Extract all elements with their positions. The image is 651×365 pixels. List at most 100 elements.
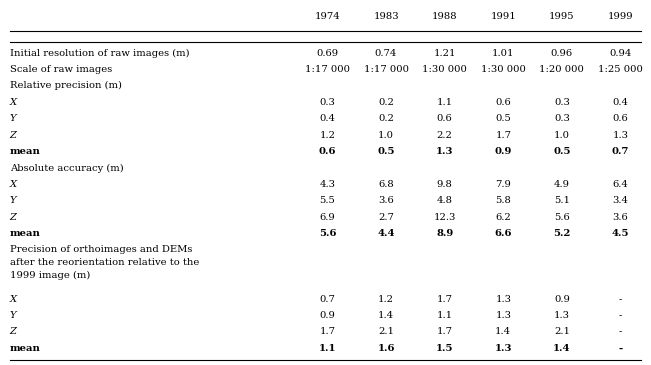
Text: Y: Y <box>10 196 16 205</box>
Text: 6.4: 6.4 <box>613 180 628 189</box>
Text: 7.9: 7.9 <box>495 180 511 189</box>
Text: mean: mean <box>10 147 40 156</box>
Text: 1.7: 1.7 <box>320 327 335 337</box>
Text: mean: mean <box>10 229 40 238</box>
Text: 4.4: 4.4 <box>378 229 395 238</box>
Text: 6.6: 6.6 <box>495 229 512 238</box>
Text: 0.6: 0.6 <box>495 98 511 107</box>
Text: 1999: 1999 <box>607 12 633 21</box>
Text: 1.1: 1.1 <box>437 311 452 320</box>
Text: 0.2: 0.2 <box>378 98 394 107</box>
Text: 1.6: 1.6 <box>378 344 395 353</box>
Text: 4.9: 4.9 <box>554 180 570 189</box>
Text: 1:17 000: 1:17 000 <box>305 65 350 74</box>
Text: 12.3: 12.3 <box>434 213 456 222</box>
Text: 4.8: 4.8 <box>437 196 452 205</box>
Text: 5.6: 5.6 <box>319 229 336 238</box>
Text: -: - <box>618 311 622 320</box>
Text: 3.4: 3.4 <box>613 196 628 205</box>
Text: X: X <box>10 295 17 304</box>
Text: 5.8: 5.8 <box>495 196 511 205</box>
Text: 1991: 1991 <box>490 12 516 21</box>
Text: 9.8: 9.8 <box>437 180 452 189</box>
Text: 1:17 000: 1:17 000 <box>363 65 409 74</box>
Text: 1.7: 1.7 <box>437 295 452 304</box>
Text: 0.6: 0.6 <box>437 114 452 123</box>
Text: Z: Z <box>10 213 17 222</box>
Text: 0.5: 0.5 <box>553 147 570 156</box>
Text: 1.0: 1.0 <box>554 131 570 140</box>
Text: 1.7: 1.7 <box>437 327 452 337</box>
Text: 1983: 1983 <box>373 12 399 21</box>
Text: Precision of orthoimages and DEMs
after the reorientation relative to the
1999 i: Precision of orthoimages and DEMs after … <box>10 245 199 280</box>
Text: -: - <box>618 327 622 337</box>
Text: 1.2: 1.2 <box>320 131 335 140</box>
Text: 1.3: 1.3 <box>495 311 511 320</box>
Text: X: X <box>10 180 17 189</box>
Text: 0.7: 0.7 <box>320 295 335 304</box>
Text: 1.3: 1.3 <box>554 311 570 320</box>
Text: 0.3: 0.3 <box>320 98 335 107</box>
Text: 5.2: 5.2 <box>553 229 570 238</box>
Text: -: - <box>618 344 622 353</box>
Text: Initial resolution of raw images (m): Initial resolution of raw images (m) <box>10 49 189 58</box>
Text: mean: mean <box>10 344 40 353</box>
Text: 6.2: 6.2 <box>495 213 511 222</box>
Text: 4.3: 4.3 <box>320 180 335 189</box>
Text: 5.5: 5.5 <box>320 196 335 205</box>
Text: 1.3: 1.3 <box>495 295 511 304</box>
Text: 1974: 1974 <box>314 12 340 21</box>
Text: 1995: 1995 <box>549 12 575 21</box>
Text: 0.3: 0.3 <box>554 114 570 123</box>
Text: Z: Z <box>10 327 17 337</box>
Text: 1.1: 1.1 <box>319 344 336 353</box>
Text: 1.21: 1.21 <box>434 49 456 58</box>
Text: 1988: 1988 <box>432 12 458 21</box>
Text: 0.3: 0.3 <box>554 98 570 107</box>
Text: 1.01: 1.01 <box>492 49 514 58</box>
Text: 0.74: 0.74 <box>375 49 397 58</box>
Text: 5.6: 5.6 <box>554 213 570 222</box>
Text: 2.1: 2.1 <box>378 327 394 337</box>
Text: 3.6: 3.6 <box>613 213 628 222</box>
Text: 0.9: 0.9 <box>495 147 512 156</box>
Text: 0.94: 0.94 <box>609 49 631 58</box>
Text: 2.1: 2.1 <box>554 327 570 337</box>
Text: 0.6: 0.6 <box>319 147 336 156</box>
Text: 1.3: 1.3 <box>613 131 628 140</box>
Text: 0.69: 0.69 <box>316 49 339 58</box>
Text: 0.96: 0.96 <box>551 49 573 58</box>
Text: 2.7: 2.7 <box>378 213 394 222</box>
Text: X: X <box>10 98 17 107</box>
Text: 2.2: 2.2 <box>437 131 452 140</box>
Text: 0.6: 0.6 <box>613 114 628 123</box>
Text: 3.6: 3.6 <box>378 196 394 205</box>
Text: 1.3: 1.3 <box>495 344 512 353</box>
Text: 8.9: 8.9 <box>436 229 453 238</box>
Text: 0.9: 0.9 <box>320 311 335 320</box>
Text: 1.4: 1.4 <box>495 327 511 337</box>
Text: -: - <box>618 295 622 304</box>
Text: 1:25 000: 1:25 000 <box>598 65 643 74</box>
Text: 6.9: 6.9 <box>320 213 335 222</box>
Text: 0.2: 0.2 <box>378 114 394 123</box>
Text: Z: Z <box>10 131 17 140</box>
Text: 1:30 000: 1:30 000 <box>481 65 525 74</box>
Text: Absolute accuracy (m): Absolute accuracy (m) <box>10 164 124 173</box>
Text: 1:30 000: 1:30 000 <box>422 65 467 74</box>
Text: Scale of raw images: Scale of raw images <box>10 65 112 74</box>
Text: 6.8: 6.8 <box>378 180 394 189</box>
Text: 1.1: 1.1 <box>437 98 452 107</box>
Text: Y: Y <box>10 114 16 123</box>
Text: 0.5: 0.5 <box>378 147 395 156</box>
Text: 5.1: 5.1 <box>554 196 570 205</box>
Text: 1.4: 1.4 <box>378 311 394 320</box>
Text: 1.0: 1.0 <box>378 131 394 140</box>
Text: 0.4: 0.4 <box>613 98 628 107</box>
Text: Relative precision (m): Relative precision (m) <box>10 81 122 91</box>
Text: 0.9: 0.9 <box>554 295 570 304</box>
Text: 1:20 000: 1:20 000 <box>540 65 584 74</box>
Text: 1.5: 1.5 <box>436 344 453 353</box>
Text: 0.4: 0.4 <box>320 114 335 123</box>
Text: 1.4: 1.4 <box>553 344 570 353</box>
